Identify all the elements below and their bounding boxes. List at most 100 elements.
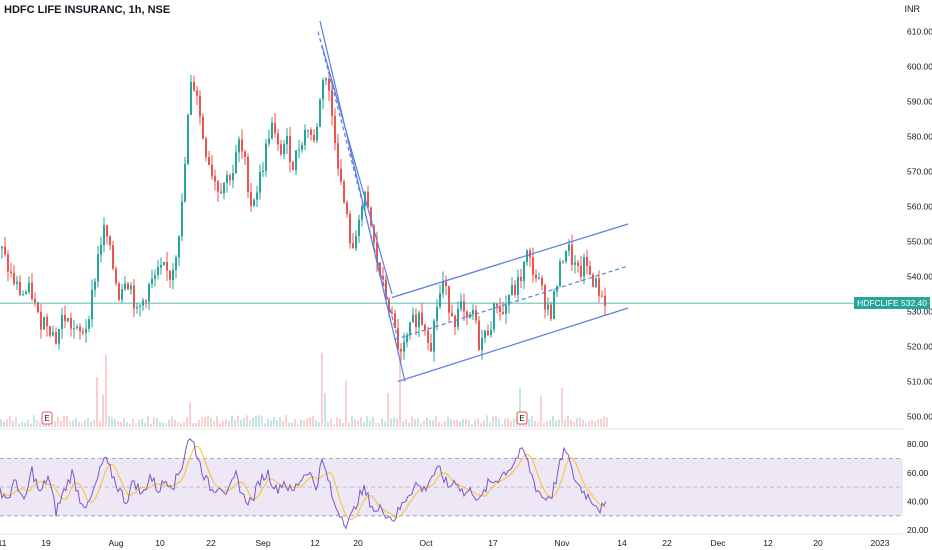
candle-body bbox=[148, 284, 150, 302]
volume-bar bbox=[447, 416, 449, 427]
candle-body bbox=[514, 285, 516, 295]
volume-bar bbox=[249, 420, 251, 427]
volume-bar bbox=[273, 416, 275, 427]
candle-body bbox=[412, 314, 414, 323]
candle-body bbox=[100, 245, 102, 255]
volume-bar bbox=[510, 421, 512, 427]
candle-body bbox=[541, 277, 543, 286]
volume-bar bbox=[189, 401, 191, 427]
candle-body bbox=[10, 271, 12, 274]
volume-bar bbox=[141, 418, 143, 427]
volume-bar bbox=[393, 417, 395, 427]
volume-bar bbox=[183, 421, 185, 427]
candle-body bbox=[175, 257, 177, 270]
candle-body bbox=[202, 116, 204, 139]
candle-body bbox=[376, 241, 378, 263]
candle-body bbox=[223, 182, 225, 194]
volume-bar bbox=[270, 420, 272, 427]
candle-body bbox=[370, 207, 372, 226]
candle-body bbox=[577, 262, 579, 266]
volume-bar bbox=[603, 416, 605, 427]
volume-bar bbox=[69, 421, 71, 427]
time-axis-tick: 12 bbox=[310, 538, 320, 548]
candle-body bbox=[247, 156, 249, 193]
volume-bar bbox=[486, 415, 488, 427]
price-axis-tick: 530.00 bbox=[907, 307, 932, 317]
volume-bar bbox=[588, 421, 590, 427]
candle-body bbox=[466, 311, 468, 318]
candle-body bbox=[7, 254, 9, 272]
rsi-pane[interactable] bbox=[0, 438, 903, 530]
volume-bar bbox=[93, 419, 95, 427]
candle-body bbox=[97, 254, 99, 282]
volume-bar bbox=[33, 415, 35, 427]
volume-bar bbox=[135, 423, 137, 427]
volume-bar bbox=[402, 420, 404, 427]
candle-body bbox=[535, 274, 537, 279]
volume-bar bbox=[540, 395, 542, 427]
candle-body bbox=[124, 283, 126, 290]
candle-body bbox=[343, 181, 345, 203]
volume-bar bbox=[453, 419, 455, 427]
candle-body bbox=[298, 149, 300, 151]
price-axis-tick: 610.00 bbox=[907, 27, 932, 37]
volume-bar bbox=[6, 419, 8, 427]
volume-bar bbox=[558, 419, 560, 427]
volume-bar bbox=[72, 420, 74, 427]
time-axis-tick: 12 bbox=[763, 538, 773, 548]
volume-bar bbox=[477, 418, 479, 427]
candle-body bbox=[598, 278, 600, 296]
candle-body bbox=[340, 168, 342, 182]
volume-bar bbox=[534, 420, 536, 427]
volume-bar bbox=[537, 422, 539, 427]
candle-body bbox=[568, 244, 570, 251]
candle-body bbox=[484, 330, 486, 339]
volume-bar bbox=[414, 419, 416, 427]
volume-bar bbox=[129, 423, 131, 427]
volume-bar bbox=[381, 418, 383, 427]
candle-body bbox=[73, 327, 75, 329]
volume-bar bbox=[372, 416, 374, 427]
candle-body bbox=[193, 81, 195, 91]
volume-bar bbox=[132, 418, 134, 427]
candle-body bbox=[346, 202, 348, 214]
volume-bar bbox=[318, 422, 320, 427]
candle-body bbox=[589, 266, 591, 275]
candle-body bbox=[409, 322, 411, 335]
volume-bar bbox=[90, 421, 92, 427]
volume-bar bbox=[573, 421, 575, 427]
candle-body bbox=[313, 134, 315, 141]
volume-bar bbox=[585, 423, 587, 427]
candle-body bbox=[325, 78, 327, 81]
candle-body bbox=[88, 319, 90, 329]
candle-body bbox=[151, 278, 153, 285]
candle-body bbox=[349, 213, 351, 244]
candle-body bbox=[94, 281, 96, 290]
falling-channel-lower bbox=[321, 45, 393, 295]
volume-bar bbox=[258, 415, 260, 427]
time-axis-tick: 11 bbox=[0, 538, 7, 548]
candle-body bbox=[544, 285, 546, 310]
volume-bar bbox=[357, 420, 359, 427]
candle-body bbox=[406, 334, 408, 343]
time-axis-tick: Dec bbox=[710, 538, 726, 548]
candle-body bbox=[214, 176, 216, 182]
volume-bar bbox=[600, 419, 602, 427]
volume-bar bbox=[315, 420, 317, 427]
volume-bar bbox=[147, 415, 149, 427]
volume-bar bbox=[582, 419, 584, 427]
volume-bar bbox=[576, 417, 578, 427]
candle-body bbox=[262, 170, 264, 172]
volume-bar bbox=[450, 419, 452, 427]
volume-bar bbox=[366, 416, 368, 427]
volume-bar bbox=[438, 421, 440, 427]
candle-body bbox=[256, 192, 258, 200]
candle-body bbox=[217, 181, 219, 192]
chart-title: HDFC LIFE INSURANC, 1h, NSE bbox=[4, 4, 171, 16]
time-axis-tick: 19 bbox=[41, 538, 51, 548]
candle-body bbox=[289, 135, 291, 163]
volume-bar bbox=[198, 420, 200, 427]
candle-body bbox=[115, 268, 117, 284]
